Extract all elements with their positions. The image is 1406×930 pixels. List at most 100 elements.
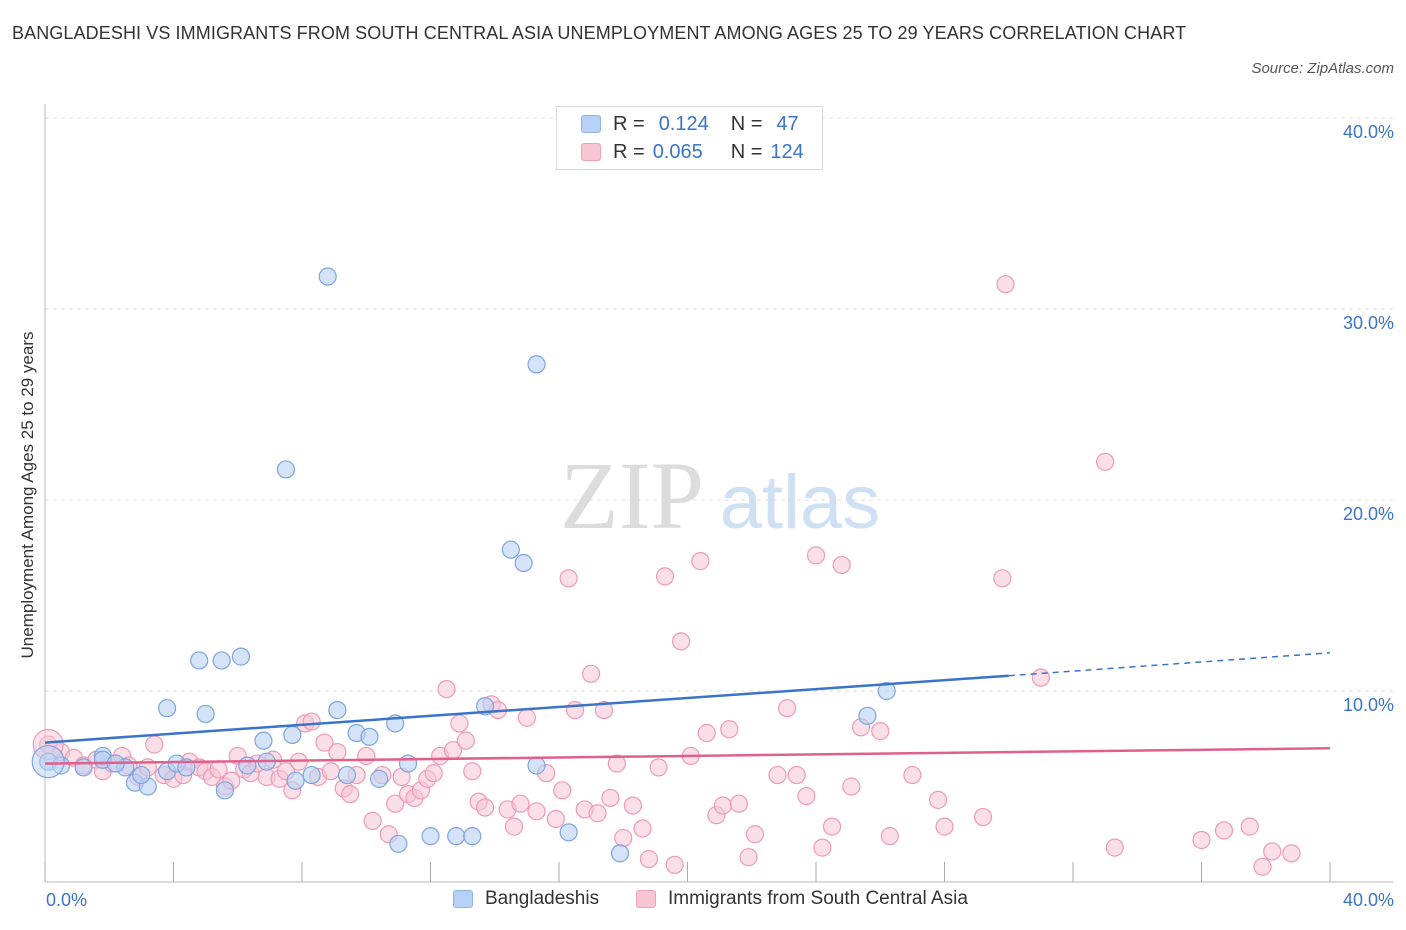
data-point-immigrants xyxy=(713,796,732,815)
data-point-bangladeshis xyxy=(276,460,296,479)
data-point-immigrants xyxy=(321,762,341,781)
series-legend: Bangladeshis Immigrants from South Centr… xyxy=(0,888,1406,916)
legend-label: Bangladeshis xyxy=(485,888,600,909)
data-point-bangladeshis xyxy=(514,553,533,573)
data-point-immigrants xyxy=(1105,838,1124,857)
data-point-immigrants xyxy=(302,712,321,731)
legend-label: Immigrants from South Central Asia xyxy=(668,888,968,909)
n-value: 47 xyxy=(776,112,799,135)
data-point-bangladeshis xyxy=(610,844,630,863)
legend-item-immigrants: Immigrants from South Central Asia xyxy=(636,888,968,910)
trend-lines xyxy=(44,652,1331,765)
stats-legend: R = 0.124 N = 47 R = 0.065 N = 124 xyxy=(556,106,823,170)
data-point-bangladeshis xyxy=(254,731,273,750)
data-point-immigrants xyxy=(842,777,861,796)
data-point-immigrants xyxy=(456,731,475,750)
data-point-immigrants xyxy=(649,758,668,777)
data-point-immigrants xyxy=(437,679,456,699)
data-point-immigrants xyxy=(973,807,993,827)
data-point-bangladeshis xyxy=(157,699,177,718)
y-tick-label: 40.0% xyxy=(1342,122,1394,142)
data-point-bangladeshis xyxy=(215,781,234,800)
data-point-immigrants xyxy=(787,765,806,785)
source-label: Source: ZipAtlas.com xyxy=(1251,60,1394,77)
data-point-bangladeshis xyxy=(238,756,257,775)
data-point-bangladeshis xyxy=(328,700,347,720)
data-point-immigrants xyxy=(450,714,469,733)
data-point-immigrants xyxy=(935,817,954,836)
data-point-immigrants xyxy=(357,746,376,766)
data-point-immigrants xyxy=(665,855,684,874)
data-point-immigrants xyxy=(691,552,710,571)
watermark-zip: ZIP xyxy=(560,442,704,549)
stats-row-immigrants: R = 0.065 N = 124 xyxy=(581,140,804,164)
data-point-immigrants xyxy=(559,569,578,588)
data-point-immigrants xyxy=(1253,857,1272,876)
r-value: 0.124 xyxy=(658,112,709,135)
data-point-bangladeshis xyxy=(190,651,209,670)
data-point-immigrants xyxy=(614,828,633,848)
x-tick-max: 40.0% xyxy=(1342,890,1394,910)
n-value: 124 xyxy=(770,140,804,163)
blue-swatch xyxy=(581,115,601,133)
data-point-immigrants xyxy=(527,802,546,821)
data-point-bangladeshis xyxy=(877,681,896,701)
chart-title: BANGLADESHI VS IMMIGRANTS FROM SOUTH CEN… xyxy=(12,23,1187,43)
data-point-immigrants xyxy=(993,569,1012,588)
data-point-immigrants xyxy=(328,743,347,762)
data-point-immigrants xyxy=(871,722,890,741)
gridlines xyxy=(45,117,1393,692)
y-axis-label: Unemployment Among Ages 25 to 29 years xyxy=(18,331,37,659)
data-point-immigrants xyxy=(797,786,816,806)
data-point-immigrants xyxy=(806,546,826,565)
data-point-bangladeshis xyxy=(318,267,337,286)
data-point-immigrants xyxy=(996,275,1015,294)
data-point-immigrants xyxy=(607,754,626,773)
data-point-immigrants xyxy=(1192,830,1211,850)
legend-item-bangladeshis: Bangladeshis xyxy=(453,888,599,910)
data-point-immigrants xyxy=(463,762,482,781)
data-point-immigrants xyxy=(386,794,405,813)
data-point-bangladeshis xyxy=(447,827,466,846)
data-point-immigrants xyxy=(697,723,716,743)
blue-swatch xyxy=(453,890,473,908)
data-point-immigrants xyxy=(777,699,797,718)
pink-swatch xyxy=(636,890,656,908)
data-point-immigrants xyxy=(768,765,787,785)
data-point-immigrants xyxy=(832,555,851,575)
data-point-bangladeshis xyxy=(858,706,877,725)
data-point-bangladeshis xyxy=(212,651,231,670)
y-tick-label: 10.0% xyxy=(1342,695,1394,715)
data-point-immigrants xyxy=(903,765,922,785)
data-point-bangladeshis xyxy=(132,765,151,785)
data-point-immigrants xyxy=(745,825,765,844)
data-point-immigrants xyxy=(601,788,620,808)
r-label: R = xyxy=(613,112,645,135)
y-tick-label: 30.0% xyxy=(1342,313,1394,333)
data-point-immigrants xyxy=(813,838,832,857)
data-point-bangladeshis xyxy=(389,834,408,853)
data-point-immigrants xyxy=(729,794,749,813)
data-point-immigrants xyxy=(341,785,360,804)
data-point-bangladeshis xyxy=(463,827,482,846)
data-point-immigrants xyxy=(880,827,899,846)
data-point-immigrants xyxy=(511,794,530,813)
data-point-immigrants xyxy=(928,790,948,809)
y-tick-label: 20.0% xyxy=(1342,504,1394,524)
data-point-immigrants xyxy=(582,664,601,683)
data-point-immigrants xyxy=(1031,668,1050,687)
data-point-immigrants xyxy=(546,809,565,829)
data-point-immigrants xyxy=(1240,817,1259,836)
data-point-immigrants xyxy=(639,849,659,869)
data-point-bangladeshis xyxy=(302,765,321,785)
data-point-bangladeshis xyxy=(398,754,418,773)
data-point-immigrants xyxy=(633,819,652,838)
data-point-bangladeshis xyxy=(196,704,215,724)
data-point-immigrants xyxy=(517,708,536,727)
data-point-bangladeshis xyxy=(527,355,546,374)
data-point-immigrants xyxy=(623,796,642,815)
data-point-bangladeshis xyxy=(286,771,305,790)
data-point-immigrants xyxy=(145,735,164,754)
trend-line-bangladeshis xyxy=(44,674,1009,744)
data-point-immigrants xyxy=(1214,821,1234,840)
